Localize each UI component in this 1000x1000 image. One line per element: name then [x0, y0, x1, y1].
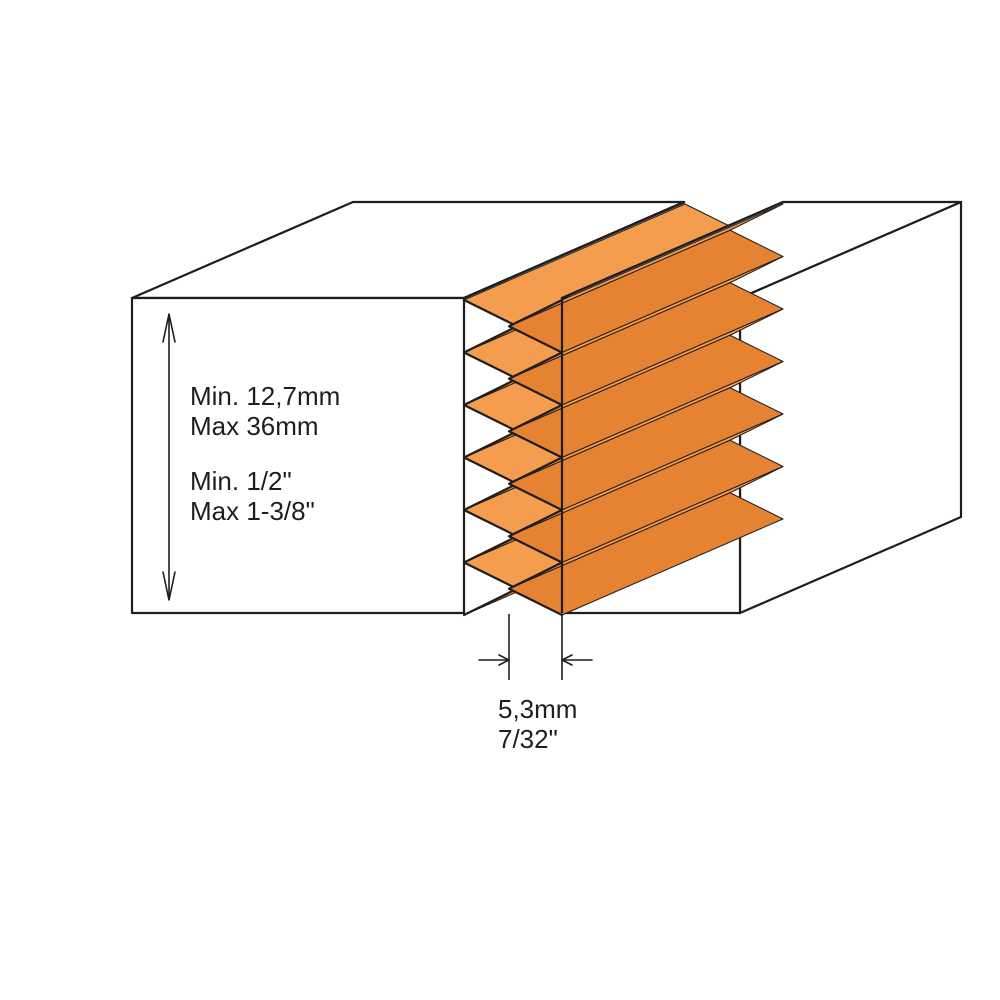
height-max-mm: Max 36mm — [190, 411, 319, 441]
finger-joint-diagram: Min. 12,7mmMax 36mm Min. 1/2"Max 1-3/8" 5,… — [0, 0, 1000, 1000]
finger-width-in: 7/32" — [498, 724, 558, 754]
height-min-mm: Min. 12,7mm — [190, 381, 340, 411]
height-min-in: Min. 1/2" — [190, 466, 292, 496]
height-max-in: Max 1-3/8" — [190, 496, 315, 526]
finger-width-mm: 5,3mm — [498, 694, 577, 724]
